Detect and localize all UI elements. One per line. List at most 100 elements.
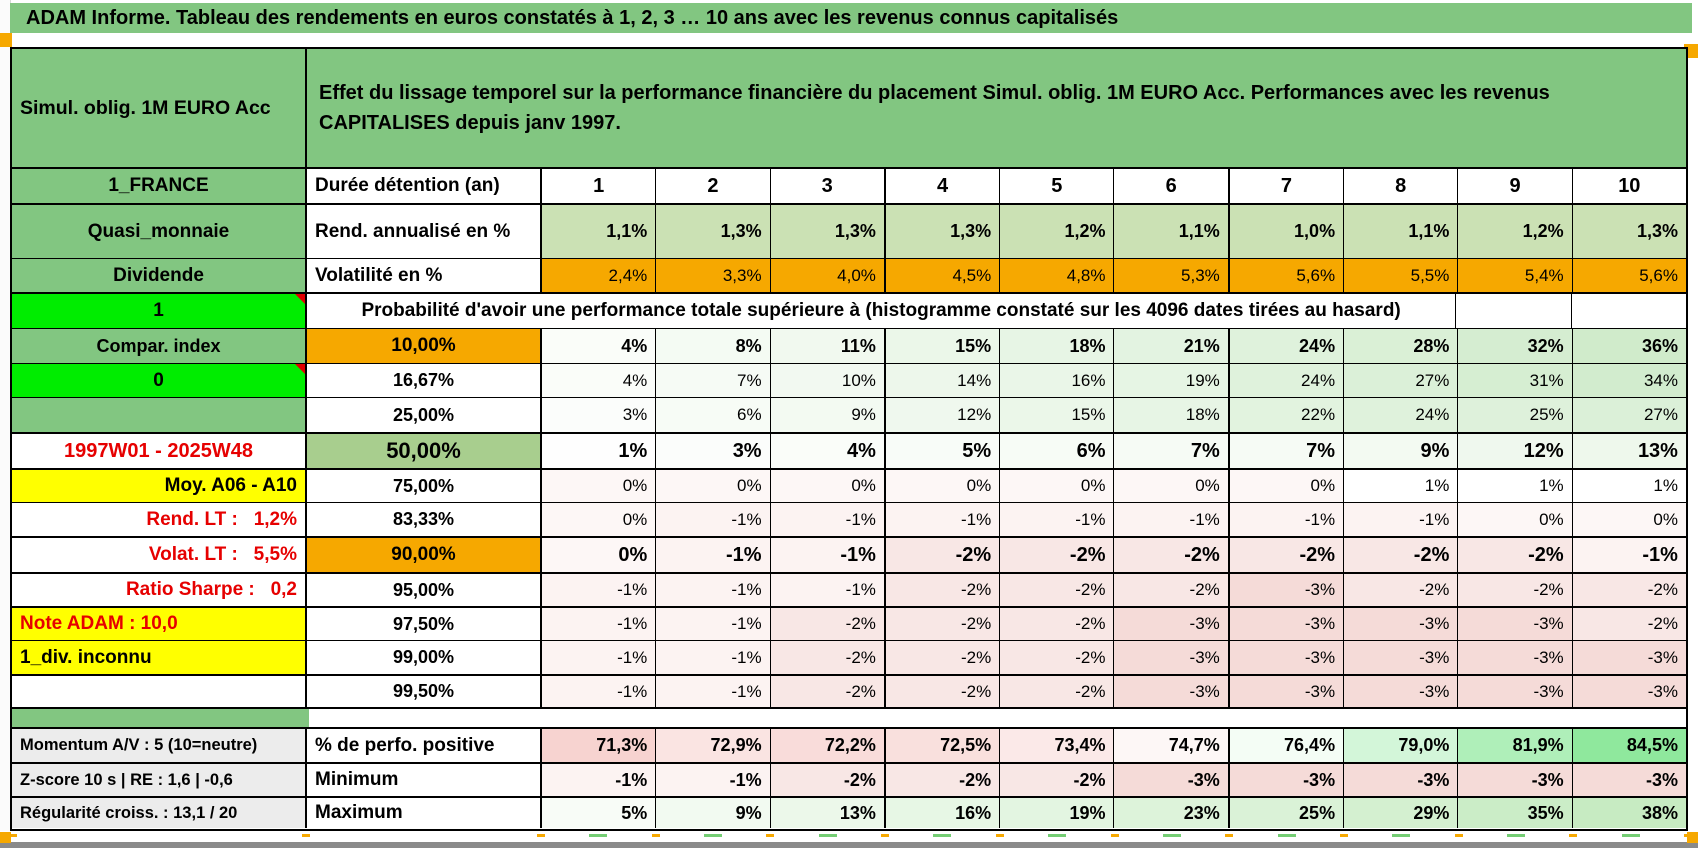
value-cell[interactable]: -3% [1113,641,1228,674]
row-label-cell[interactable]: Moy. A06 - A10 [12,470,305,502]
value-cell[interactable]: -1% [769,574,884,606]
value-cell[interactable]: -1% [540,764,656,796]
value-cell[interactable]: -2% [999,574,1114,606]
year-header-cell[interactable]: 4 [883,169,1000,203]
value-cell[interactable]: 5,4% [1457,259,1572,292]
value-cell[interactable]: 1% [1343,470,1458,502]
value-cell[interactable]: -3% [1457,641,1572,674]
value-cell[interactable]: 21% [1113,329,1228,363]
value-cell[interactable]: -2% [999,676,1114,707]
value-cell[interactable]: -1% [540,608,656,640]
threshold-cell[interactable]: 25,00% [305,398,540,432]
row-label-cell[interactable]: Régularité croiss. : 13,1 / 20 [12,798,305,828]
value-cell[interactable]: 5% [883,434,1000,468]
value-cell[interactable]: -3% [1227,574,1344,606]
value-cell[interactable]: -1% [655,608,770,640]
product-name-cell[interactable]: Simul. oblig. 1M EURO Acc [12,49,305,167]
value-cell[interactable]: 18% [1113,398,1228,432]
value-cell[interactable]: 1,0% [1227,205,1344,258]
value-cell[interactable]: 1% [1571,470,1686,502]
value-cell[interactable]: 4% [540,364,656,397]
value-cell[interactable]: -2% [883,676,1000,707]
value-cell[interactable]: 24% [1227,364,1344,397]
value-cell[interactable]: 6% [999,434,1114,468]
value-cell[interactable]: -3% [1457,608,1572,640]
value-cell[interactable]: 5,6% [1227,259,1344,292]
value-cell[interactable]: -2% [1343,538,1458,572]
probability-title-cell[interactable]: Probabilité d'avoir une performance tota… [305,294,1456,328]
row-label-cell[interactable]: 1_div. inconnu [12,641,305,674]
value-cell[interactable]: 15% [999,398,1114,432]
value-cell[interactable]: 29% [1343,798,1458,828]
value-cell[interactable]: 4,8% [999,259,1114,292]
value-cell[interactable]: 0% [655,470,770,502]
value-cell[interactable]: 0% [540,503,656,536]
value-cell[interactable]: -2% [1571,608,1686,640]
threshold-cell[interactable]: 10,00% [305,329,540,363]
value-cell[interactable]: 18% [999,329,1114,363]
value-cell[interactable]: 1,2% [999,205,1114,258]
value-cell[interactable]: 22% [1227,398,1344,432]
year-header-cell[interactable]: 2 [655,169,770,203]
value-cell[interactable]: -2% [769,608,884,640]
value-cell[interactable]: -2% [1571,574,1686,606]
value-cell[interactable]: 5,3% [1113,259,1228,292]
value-cell[interactable]: -2% [769,641,884,674]
value-cell[interactable]: -1% [540,574,656,606]
value-cell[interactable]: -1% [540,676,656,707]
row-label-cell[interactable]: 1997W01 - 2025W48 [12,434,305,468]
value-cell[interactable]: 7% [1113,434,1228,468]
value-cell[interactable]: -3% [1571,764,1686,796]
value-cell[interactable]: -2% [883,641,1000,674]
value-cell[interactable]: -3% [1457,676,1572,707]
value-cell[interactable]: 4% [540,329,656,363]
value-cell[interactable]: 81,9% [1457,729,1572,762]
value-cell[interactable]: 1,1% [1343,205,1458,258]
threshold-cell[interactable]: 97,50% [305,608,540,640]
value-cell[interactable]: -3% [1343,676,1458,707]
value-cell[interactable]: 0% [769,470,884,502]
value-cell[interactable]: 8% [655,329,770,363]
value-cell[interactable]: 5,5% [1343,259,1458,292]
value-cell[interactable]: 16% [999,364,1114,397]
value-cell[interactable]: 72,9% [655,729,770,762]
value-cell[interactable]: -2% [999,608,1114,640]
value-cell[interactable]: 5,6% [1571,259,1686,292]
value-cell[interactable]: 0% [540,538,656,572]
year-header-cell[interactable]: 3 [769,169,884,203]
metric-name-cell[interactable]: % de perfo. positive [305,729,540,762]
row-label-cell[interactable]: 0 [12,364,305,397]
row-label-cell[interactable]: Compar. index [12,329,305,363]
value-cell[interactable]: 72,5% [883,729,1000,762]
value-cell[interactable]: 1% [540,434,656,468]
value-cell[interactable]: -2% [769,764,884,796]
value-cell[interactable]: 1% [1457,470,1572,502]
threshold-cell[interactable]: 16,67% [305,364,540,397]
year-header-cell[interactable]: 1 [540,169,656,203]
value-cell[interactable]: -1% [769,538,884,572]
value-cell[interactable]: -3% [1113,764,1228,796]
value-cell[interactable]: -2% [999,538,1114,572]
value-cell[interactable]: -2% [769,676,884,707]
value-cell[interactable]: 4,5% [883,259,1000,292]
row-label-cell[interactable]: Quasi_monnaie [12,205,305,258]
row-label-cell[interactable] [12,676,305,707]
value-cell[interactable]: -1% [655,676,770,707]
row-label-cell[interactable]: Dividende [12,259,305,292]
value-cell[interactable]: 3,3% [655,259,770,292]
value-cell[interactable]: 0% [540,470,656,502]
value-cell[interactable]: -2% [1457,538,1572,572]
value-cell[interactable]: 24% [1227,329,1344,363]
year-header-cell[interactable]: 9 [1457,169,1572,203]
row-label-cell[interactable]: Note ADAM : 10,0 [12,608,305,640]
threshold-cell[interactable]: 95,00% [305,574,540,606]
empty-cell[interactable] [1455,294,1571,328]
value-cell[interactable]: -1% [883,503,1000,536]
row-label-cell[interactable]: Rend. LT : 1,2% [12,503,305,536]
year-header-cell[interactable]: 5 [999,169,1114,203]
year-header-cell[interactable]: 8 [1343,169,1458,203]
row-label-cell[interactable]: Z-score 10 s | RE : 1,6 | -0,6 [12,764,305,796]
value-cell[interactable]: 32% [1457,329,1572,363]
value-cell[interactable]: 35% [1457,798,1572,828]
value-cell[interactable]: 12% [883,398,1000,432]
